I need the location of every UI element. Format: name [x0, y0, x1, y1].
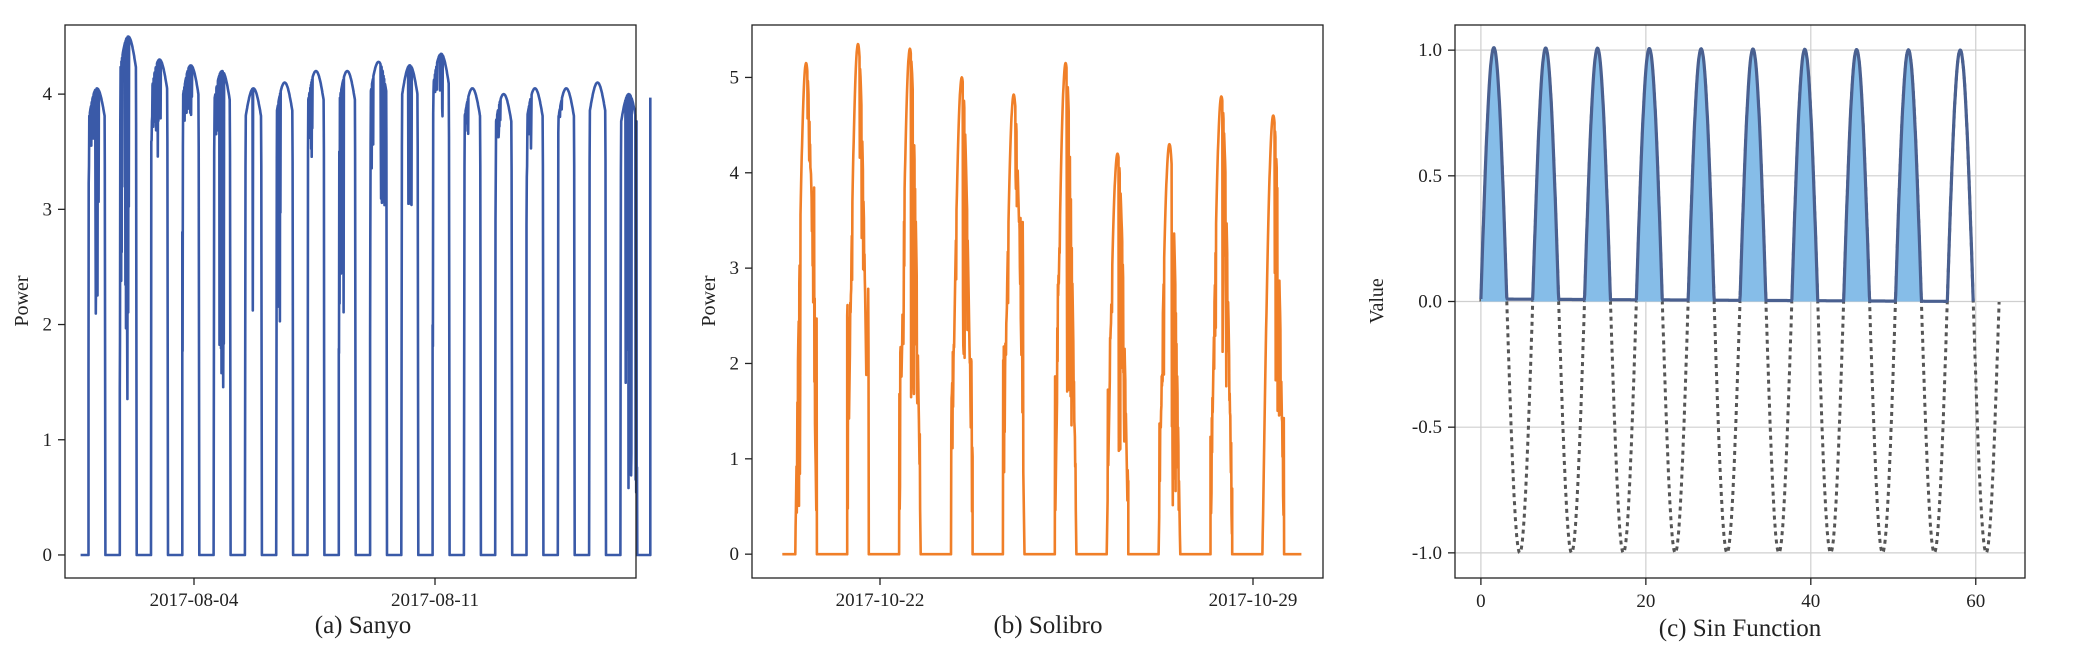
panel-solibro: 0 1 2 3 4 5 2017-10-22 2017-10-29 Power (b) S… [698, 24, 1324, 639]
sin-positive-area [1895, 50, 1922, 302]
y-tick-label: 3 [43, 199, 53, 220]
solibro-x-tick-label: 2017-10-29 [1209, 590, 1298, 611]
sanyo-y-axis-label: Power [11, 275, 33, 326]
sin-positive-area [1636, 50, 1663, 302]
y-tick-label: 5 [730, 67, 740, 88]
sin-series [1479, 46, 2001, 556]
sin-positive-area [1791, 50, 1818, 302]
solibro-x-ticks: 2017-10-22 2017-10-29 [836, 578, 1298, 611]
y-tick-label: 4 [43, 84, 53, 105]
sin-positive-area [1843, 50, 1870, 302]
y-tick-label: 1 [730, 449, 740, 470]
sin-ticks: 0 20 40 60 -1.0 -0.5 0.0 0.5 1.0 [1412, 40, 1985, 612]
x-tick-label: 40 [1801, 591, 1820, 612]
y-tick-label: 0 [730, 544, 740, 565]
sanyo-y-ticks: 0 1 2 3 4 [43, 84, 65, 566]
sin-positive-area [1480, 50, 1507, 302]
x-tick-label: 20 [1636, 591, 1655, 612]
panel-sanyo: 0 1 2 3 4 2017-08-04 2017-08-11 Power (a) Sa… [11, 24, 652, 639]
y-tick-label: 2 [730, 353, 740, 374]
solibro-y-ticks: 0 1 2 3 4 5 [730, 67, 752, 565]
y-tick-label: 2 [43, 315, 53, 336]
sin-positive-area [1584, 50, 1611, 302]
y-tick-label: 0.5 [1418, 166, 1442, 187]
power-line [80, 35, 652, 557]
y-tick-label: 1.0 [1418, 40, 1442, 61]
sin-positive-area [1688, 50, 1715, 302]
sanyo-x-tick-label: 2017-08-11 [391, 590, 479, 611]
sin-positive-area [1740, 50, 1766, 302]
solibro-plot-frame [751, 24, 1324, 579]
sanyo-caption: (a) Sanyo [315, 612, 412, 639]
sin-y-axis-label: Value [1366, 278, 1388, 324]
sanyo-series [80, 35, 652, 557]
solibro-x-tick-label: 2017-10-22 [836, 590, 925, 611]
y-tick-label: 3 [730, 258, 740, 279]
x-tick-label: 0 [1476, 591, 1486, 612]
power-line [782, 42, 1302, 556]
sin-relu-line [1479, 46, 1975, 303]
sanyo-x-ticks: 2017-08-04 2017-08-11 [150, 578, 479, 611]
sin-caption: (c) Sin Function [1659, 615, 1822, 642]
solibro-caption: (b) Solibro [993, 612, 1102, 639]
y-tick-label: 0.0 [1418, 292, 1442, 313]
y-tick-label: -0.5 [1412, 417, 1442, 438]
solibro-y-axis-label: Power [698, 275, 720, 326]
y-tick-label: 1 [43, 430, 53, 451]
sanyo-x-tick-label: 2017-08-04 [150, 590, 239, 611]
solibro-series [782, 42, 1302, 556]
y-tick-label: 0 [43, 545, 53, 566]
y-tick-label: -1.0 [1412, 543, 1442, 564]
x-tick-label: 60 [1966, 591, 1985, 612]
sin-positive-area [1532, 50, 1559, 302]
y-tick-label: 4 [730, 163, 740, 184]
sanyo-plot-frame [64, 24, 637, 579]
panel-sin: 0 20 40 60 -1.0 -0.5 0.0 0.5 1.0 Value (c) Sin F… [1366, 24, 2026, 642]
